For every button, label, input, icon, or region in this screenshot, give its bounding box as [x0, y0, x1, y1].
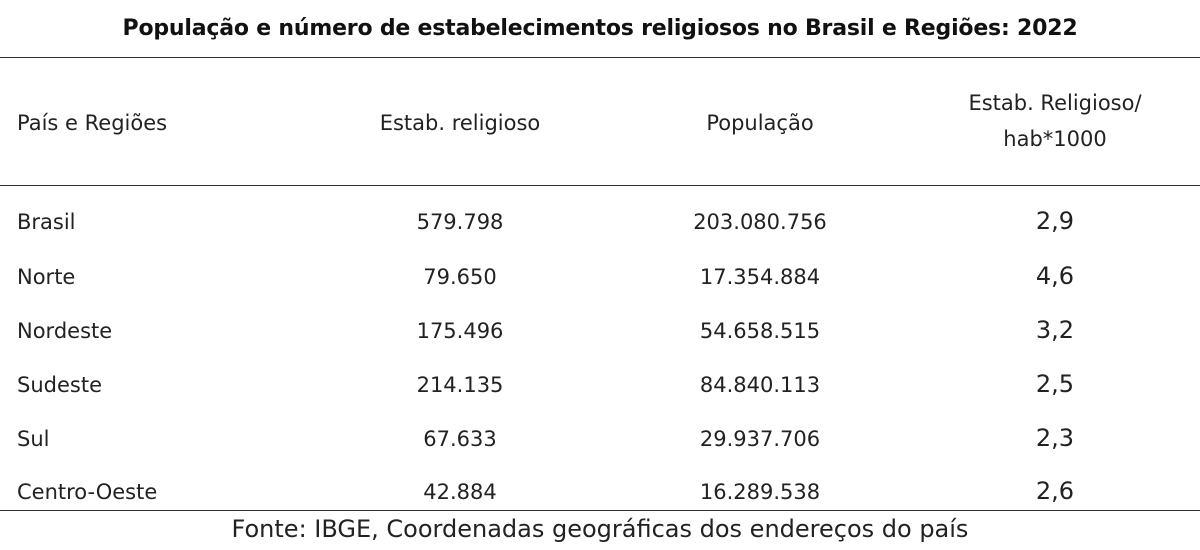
row-brasil-ratio: 2,9	[1035, 207, 1075, 235]
header-ratio-line1: Estab. Religioso/	[968, 91, 1142, 115]
row-brasil-establishments: 579.798	[416, 210, 504, 234]
row-norte-region: Norte	[17, 265, 76, 289]
row-nordeste-establishments: 175.496	[416, 319, 504, 343]
row-sudeste-establishments: 214.135	[416, 373, 504, 397]
row-brasil-region: Brasil	[17, 210, 76, 234]
bottom-rule	[0, 510, 1200, 511]
table-title: População e número de estabelecimentos r…	[122, 16, 1078, 41]
row-norte-establishments: 79.650	[423, 265, 497, 289]
row-sul-ratio: 2,3	[1035, 424, 1075, 452]
row-sul-population: 29.937.706	[699, 427, 821, 451]
header-ratio: Estab. Religioso/ hab*1000	[940, 85, 1170, 157]
row-brasil-population: 203.080.756	[693, 210, 827, 234]
row-sudeste-population: 84.840.113	[699, 373, 821, 397]
header-establishments: Estab. religioso	[379, 111, 541, 135]
row-sul-establishments: 67.633	[423, 427, 497, 451]
row-sul-region: Sul	[17, 427, 50, 451]
row-centro-oeste-region: Centro-Oeste	[17, 480, 158, 504]
source-note: Fonte: IBGE, Coordenadas geográficas dos…	[231, 515, 969, 543]
row-sudeste-region: Sudeste	[17, 373, 102, 397]
header-ratio-line2: hab*1000	[1003, 127, 1107, 151]
top-rule	[0, 57, 1200, 58]
header-region: País e Regiões	[17, 111, 168, 135]
row-nordeste-ratio: 3,2	[1035, 316, 1075, 344]
row-centro-oeste-establishments: 42.884	[423, 480, 497, 504]
row-centro-oeste-population: 16.289.538	[699, 480, 821, 504]
row-sudeste-ratio: 2,5	[1035, 370, 1075, 398]
row-nordeste-population: 54.658.515	[699, 319, 821, 343]
header-rule	[0, 185, 1200, 186]
row-norte-population: 17.354.884	[699, 265, 821, 289]
header-population: População	[706, 111, 814, 135]
row-nordeste-region: Nordeste	[17, 319, 113, 343]
row-centro-oeste-ratio: 2,6	[1035, 477, 1075, 505]
row-norte-ratio: 4,6	[1035, 262, 1075, 290]
